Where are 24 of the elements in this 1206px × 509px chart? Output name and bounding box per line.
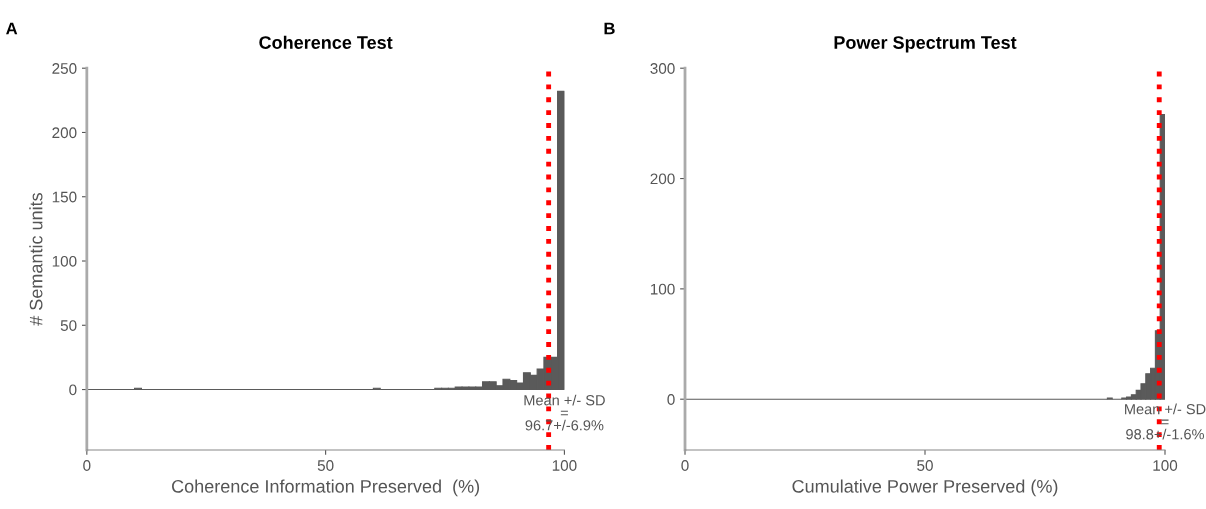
annotation: Mean +/- SD = 96.7+/-6.9%	[524, 394, 605, 431]
x-tick-label: 50	[917, 460, 933, 471]
x-axis-title: Coherence Information Preserved (%)	[172, 479, 480, 497]
x-tick-label: 100	[1153, 460, 1178, 471]
y-tick-label: 150	[52, 191, 77, 203]
y-tick-label: 100	[52, 255, 77, 267]
y-tick-label: 200	[52, 127, 77, 139]
y-tick-label: 300	[650, 63, 675, 74]
x-tick-label: 50	[317, 460, 334, 471]
chart-title: Power Spectrum Test	[834, 36, 1017, 53]
chart-title: Coherence Test	[259, 35, 393, 49]
y-tick-label: 200	[650, 173, 675, 185]
x-tick-label: 0	[681, 460, 689, 471]
y-tick-label: 0	[69, 384, 77, 396]
y-tick-label: 250	[52, 63, 77, 74]
x-tick-label: 100	[552, 460, 577, 471]
y-tick-label: 100	[650, 283, 675, 295]
x-tick-label: 0	[83, 460, 91, 471]
y-tick-label: 50	[60, 320, 77, 331]
text: B	[604, 22, 615, 35]
y-axis-title: # Semantic units	[29, 192, 43, 326]
x-axis-title: Cumulative Power Preserved (%)	[792, 479, 1058, 497]
y-tick-label: 0	[667, 394, 675, 405]
text: A	[6, 22, 18, 35]
